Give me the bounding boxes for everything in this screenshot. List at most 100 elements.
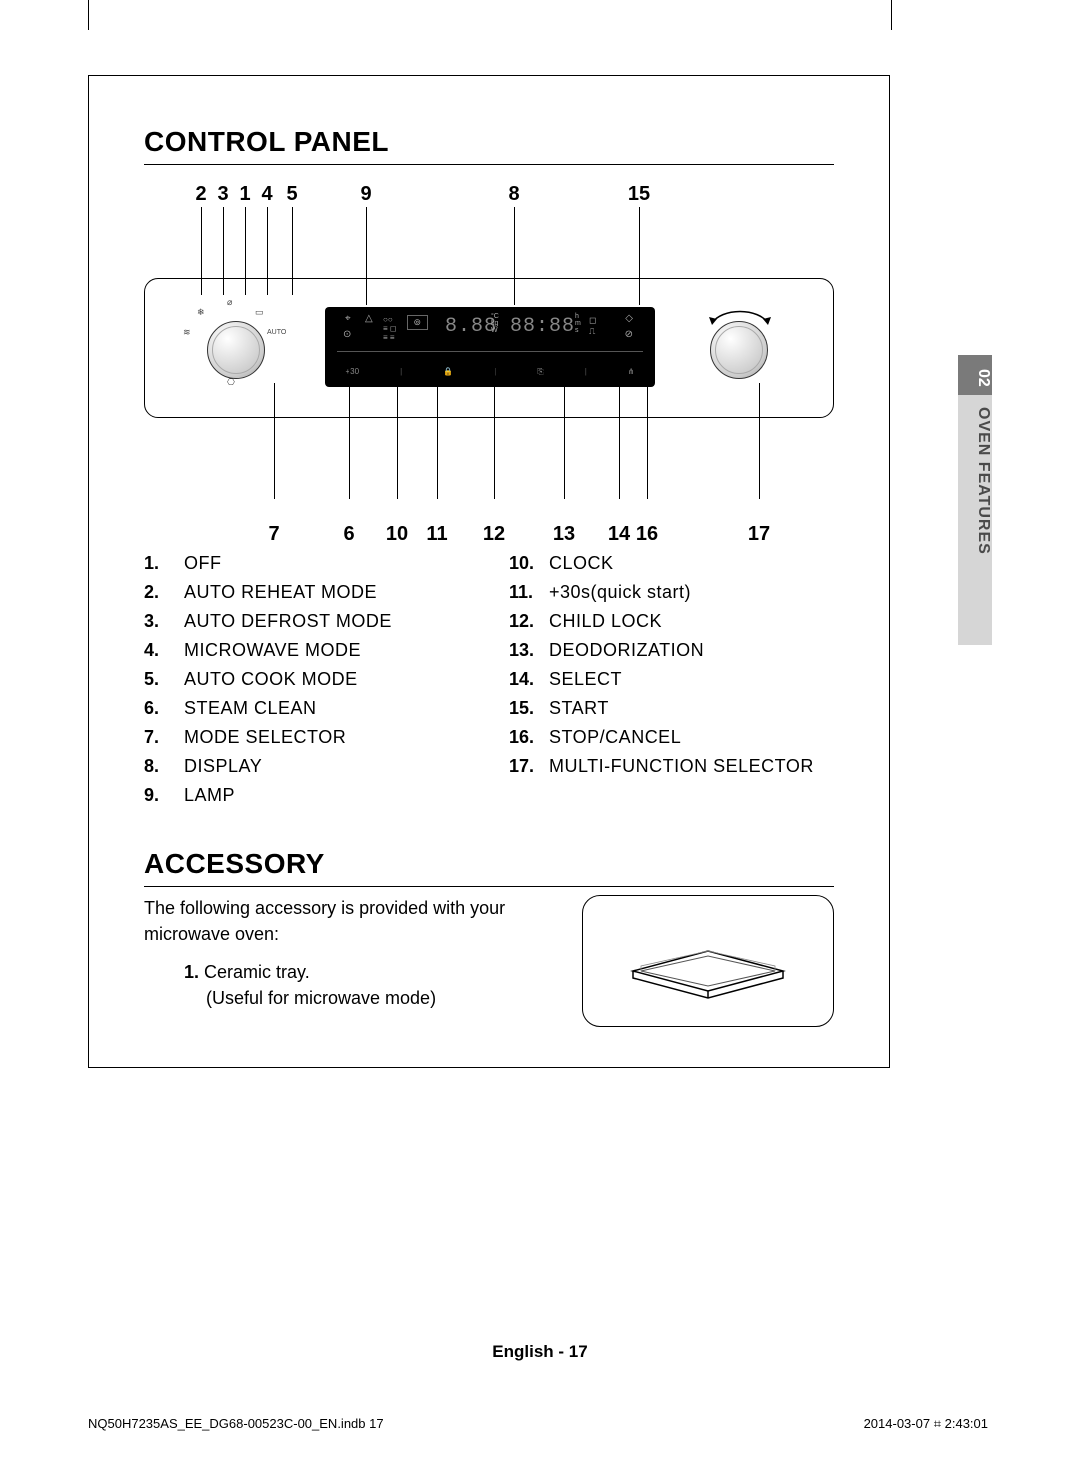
- legend-text: MODE SELECTOR: [184, 727, 469, 748]
- callout-line: [619, 363, 620, 499]
- callout-line: [494, 363, 495, 499]
- legend-text: SELECT: [549, 669, 834, 690]
- legend-row: 12.CHILD LOCK: [509, 611, 834, 632]
- legend-row: 1.OFF: [144, 553, 469, 574]
- legend-row: 14.SELECT: [509, 669, 834, 690]
- callout-number-top: 4: [261, 183, 272, 206]
- callout-number-bottom: 10: [386, 523, 408, 546]
- legend-number: 11.: [509, 582, 549, 603]
- section-tab-number: 02: [958, 355, 992, 395]
- legend-number: 2.: [144, 582, 184, 603]
- callout-number-bottom: 7: [268, 523, 279, 546]
- doc-footer-left: NQ50H7235AS_EE_DG68-00523C-00_EN.indb 17: [88, 1416, 384, 1432]
- legend-row: 10.CLOCK: [509, 553, 834, 574]
- legend-row: 9.LAMP: [144, 785, 469, 806]
- legend-text: MULTI-FUNCTION SELECTOR: [549, 756, 834, 777]
- legend-number: 5.: [144, 669, 184, 690]
- callout-line: [647, 363, 648, 499]
- legend-row: 16.STOP/CANCEL: [509, 727, 834, 748]
- callout-number-bottom: 13: [553, 523, 575, 546]
- legend-row: 5.AUTO COOK MODE: [144, 669, 469, 690]
- legend-row: 13.DEODORIZATION: [509, 640, 834, 661]
- legend-number: 10.: [509, 553, 549, 574]
- legend-row: 7.MODE SELECTOR: [144, 727, 469, 748]
- legend-number: 13.: [509, 640, 549, 661]
- legend-text: START: [549, 698, 834, 719]
- legend-text: STEAM CLEAN: [184, 698, 469, 719]
- callout-line: [366, 207, 367, 305]
- callout-line: [437, 363, 438, 499]
- callout-number-bottom: 12: [483, 523, 505, 546]
- callout-number-bottom: 17: [748, 523, 770, 546]
- legend-row: 4.MICROWAVE MODE: [144, 640, 469, 661]
- section-title-accessory: ACCESSORY: [144, 848, 834, 887]
- callout-line: [397, 363, 398, 499]
- accessory-text: The following accessory is provided with…: [144, 895, 552, 1011]
- callout-line: [267, 207, 268, 295]
- legend-number: 15.: [509, 698, 549, 719]
- legend-text: DISPLAY: [184, 756, 469, 777]
- legend-number: 8.: [144, 756, 184, 777]
- legend-number: 3.: [144, 611, 184, 632]
- legend-text: CHILD LOCK: [549, 611, 834, 632]
- crop-marks-top: [88, 0, 892, 30]
- callout-line: [223, 207, 224, 295]
- legend-text: MICROWAVE MODE: [184, 640, 469, 661]
- multi-function-selector-knob[interactable]: [710, 321, 768, 379]
- display-button-icon: ⎘: [537, 367, 543, 377]
- oven-display: ⌖ △ ⊙ ○○≡ ◻≡ ≡ ⊚ 8.88 °CkgW 88:88 hms ◻⎍…: [325, 307, 655, 387]
- doc-footer-right: 2014-03-07 ⌗ 2:43:01: [864, 1416, 988, 1432]
- accessory-item-number: 1.: [184, 962, 199, 982]
- legend-row: 11.+30s(quick start): [509, 582, 834, 603]
- display-button-icon: ⋔: [628, 367, 635, 377]
- legend-text: AUTO REHEAT MODE: [184, 582, 469, 603]
- section-tab: 02 OVEN FEATURES: [958, 355, 992, 645]
- legend-text: AUTO COOK MODE: [184, 669, 469, 690]
- display-button-icon: +30: [346, 367, 360, 377]
- mode-selector-knob[interactable]: [207, 321, 265, 379]
- callout-line: [292, 207, 293, 295]
- legend-number: 9.: [144, 785, 184, 806]
- legend-row: 2.AUTO REHEAT MODE: [144, 582, 469, 603]
- callout-number-bottom: 11: [426, 523, 447, 546]
- display-segment-left: 8.88: [445, 315, 497, 338]
- legend-text: CLOCK: [549, 553, 834, 574]
- section-tab-title: OVEN FEATURES: [958, 403, 992, 555]
- legend-number: 6.: [144, 698, 184, 719]
- legend-row: 8.DISPLAY: [144, 756, 469, 777]
- legend-number: 16.: [509, 727, 549, 748]
- ceramic-tray-figure: [582, 895, 834, 1027]
- display-button-row: +30|🔒|⎘|⋔: [325, 367, 655, 377]
- legend-text: +30s(quick start): [549, 582, 834, 603]
- callout-line: [201, 207, 202, 295]
- callout-number-top: 2: [195, 183, 206, 206]
- callout-line: [564, 363, 565, 499]
- accessory-item-note: (Useful for microwave mode): [206, 985, 436, 1011]
- legend-number: 4.: [144, 640, 184, 661]
- legend-row: 15.START: [509, 698, 834, 719]
- callout-number-top: 9: [360, 183, 371, 206]
- legend-row: 3.AUTO DEFROST MODE: [144, 611, 469, 632]
- callout-number-top: 3: [217, 183, 228, 206]
- legend-number: 17.: [509, 756, 549, 777]
- oven-panel-outline: ⌀ ❄ ▭ ≋ AUTO ⎔ ⌖ △ ⊙ ○○≡ ◻≡ ≡ ⊚: [144, 278, 834, 418]
- document-footer: NQ50H7235AS_EE_DG68-00523C-00_EN.indb 17…: [88, 1416, 988, 1432]
- legend-text: DEODORIZATION: [549, 640, 834, 661]
- callout-line: [245, 207, 246, 295]
- legend-number: 1.: [144, 553, 184, 574]
- legend-number: 12.: [509, 611, 549, 632]
- legend-row: 6.STEAM CLEAN: [144, 698, 469, 719]
- callout-number-top: 1: [239, 183, 250, 206]
- callout-line: [514, 207, 515, 305]
- section-title-control-panel: CONTROL PANEL: [144, 126, 834, 165]
- callout-line: [759, 383, 760, 499]
- legend-number: 14.: [509, 669, 549, 690]
- callout-number-top: 15: [628, 183, 650, 206]
- callout-line: [274, 383, 275, 499]
- page-content-frame: CONTROL PANEL 231459815 ⌀ ❄ ▭ ≋ AUTO ⎔: [88, 75, 890, 1068]
- control-panel-legend: 1.OFF2.AUTO REHEAT MODE3.AUTO DEFROST MO…: [144, 545, 834, 814]
- callout-line: [639, 207, 640, 305]
- legend-number: 7.: [144, 727, 184, 748]
- legend-text: LAMP: [184, 785, 469, 806]
- legend-text: AUTO DEFROST MODE: [184, 611, 469, 632]
